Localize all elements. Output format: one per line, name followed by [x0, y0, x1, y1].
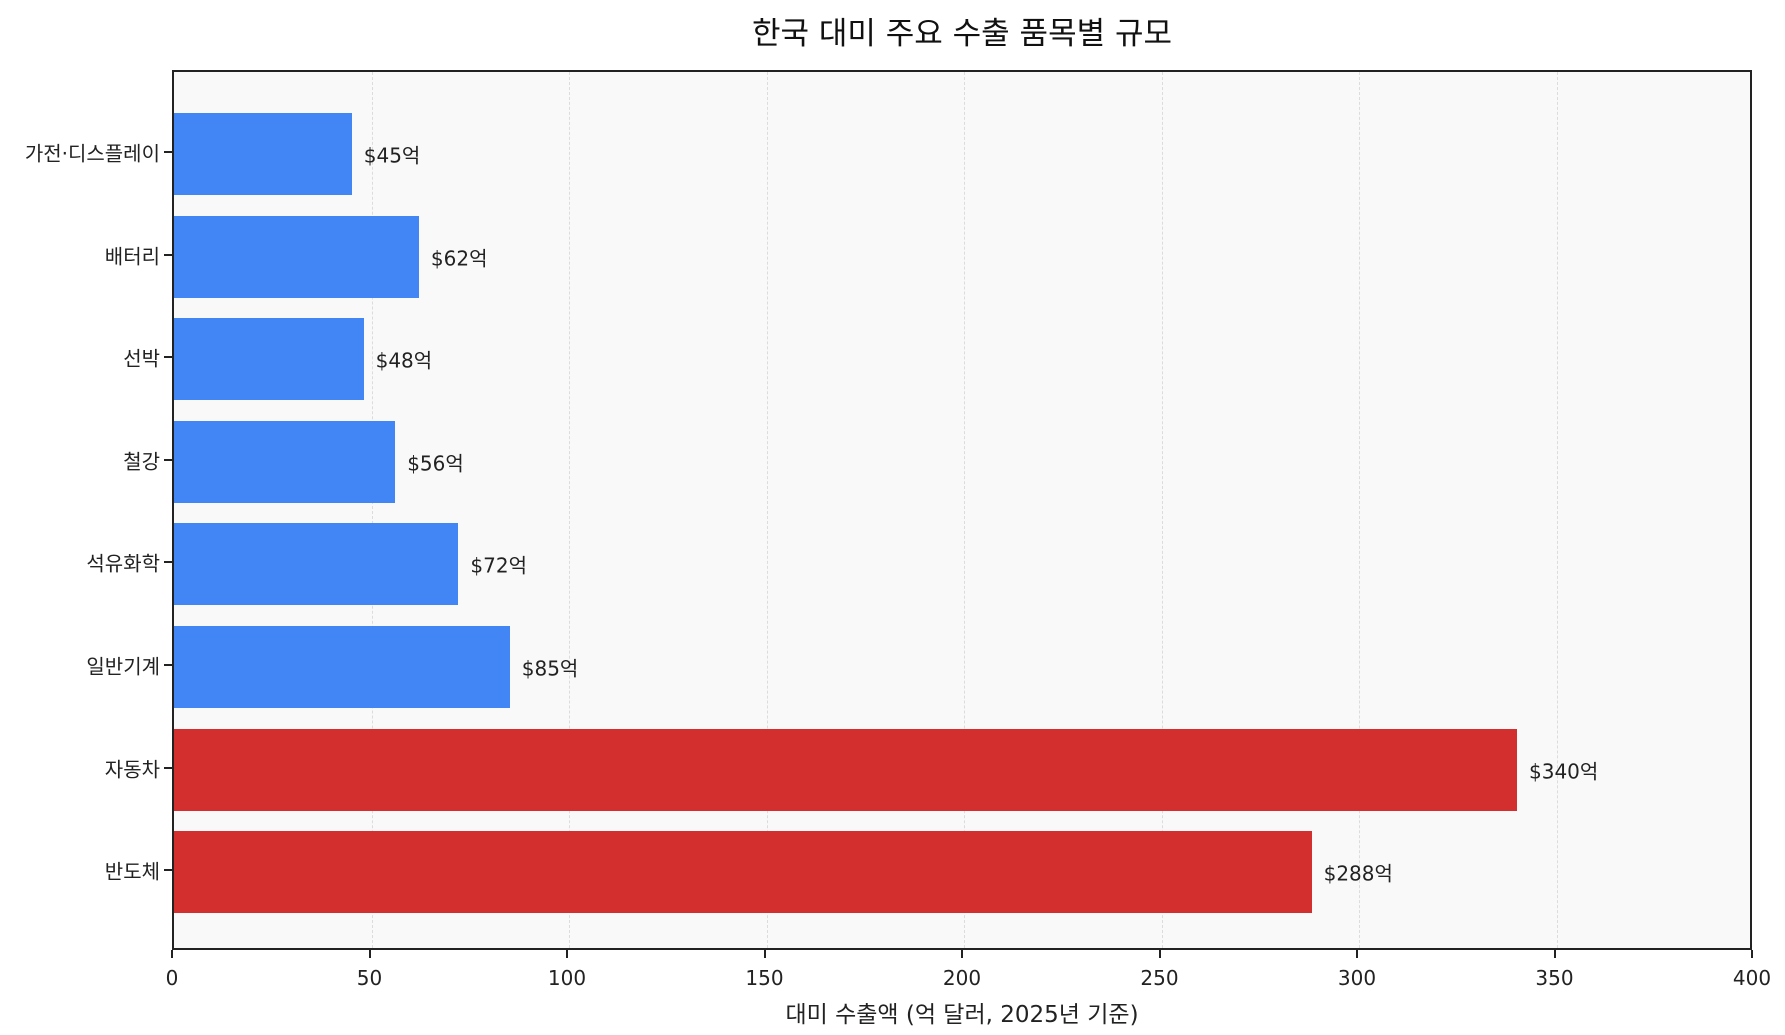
- x-tick-label: 250: [1140, 966, 1179, 990]
- bar: [174, 728, 1517, 811]
- y-tick-label: 반도체: [104, 859, 160, 884]
- plot-area: $45억 $62억 $48억 $56억 $72억 $85억 $340억 $288억: [172, 70, 1752, 950]
- y-tick: [164, 151, 172, 153]
- x-tick-label: 400: [1732, 966, 1772, 990]
- chart-title: 한국 대미 주요 수출 품목별 규모: [751, 16, 1173, 52]
- y-tick: [164, 766, 172, 769]
- gridline: [1161, 72, 1163, 948]
- y-tick-label: 철강: [123, 449, 160, 474]
- gridline: [1359, 72, 1360, 948]
- y-tick-label: 자동차: [104, 757, 160, 782]
- bar-value-label: $62억: [430, 246, 488, 271]
- y-tick-label: 가전·디스플레이: [24, 141, 160, 166]
- gridline: [1556, 72, 1558, 948]
- x-tick: [763, 950, 766, 958]
- y-tick: [164, 869, 172, 872]
- x-tick-label: 200: [942, 966, 982, 990]
- x-tick-label: 100: [547, 966, 587, 990]
- x-tick-label: 50: [356, 966, 383, 990]
- x-tick: [566, 950, 568, 958]
- y-tick: [164, 356, 172, 359]
- x-tick: [1158, 950, 1161, 958]
- bar-value-label: $85억: [521, 656, 579, 681]
- x-tick-label: 0: [165, 966, 179, 990]
- bar: [174, 113, 352, 195]
- y-tick-label: 일반기계: [86, 654, 160, 679]
- x-tick: [1356, 950, 1358, 958]
- bar-value-label: $72억: [470, 553, 527, 578]
- x-tick-label: 300: [1337, 966, 1377, 990]
- bar: [174, 523, 459, 606]
- bar: [174, 831, 1312, 914]
- x-tick-label: 350: [1535, 966, 1574, 990]
- x-tick-label: 150: [745, 966, 784, 990]
- gridline: [964, 72, 965, 948]
- x-tick: [1553, 950, 1556, 958]
- x-tick: [961, 950, 963, 958]
- x-tick: [368, 950, 371, 958]
- x-tick: [1751, 950, 1753, 958]
- bar: [174, 215, 419, 298]
- y-tick-label: 석유화학: [86, 551, 160, 576]
- x-tick: [171, 950, 173, 958]
- y-tick: [164, 458, 172, 461]
- x-axis-title: 대미 수출액 (억 달러, 2025년 기준): [785, 1002, 1139, 1028]
- y-tick-label: 배터리: [104, 244, 160, 269]
- gridline: [569, 72, 570, 948]
- bar-value-label: $340억: [1529, 759, 1599, 784]
- y-tick: [164, 561, 172, 564]
- bar: [174, 318, 364, 401]
- bar: [174, 420, 396, 503]
- bar-value-label: $45억: [363, 143, 421, 168]
- bar-value-label: $48억: [375, 348, 433, 373]
- bar-value-label: $288억: [1323, 861, 1393, 886]
- gridline: [766, 72, 768, 948]
- bar-value-label: $56억: [407, 451, 464, 476]
- y-tick: [164, 664, 172, 666]
- bar: [174, 626, 510, 708]
- y-tick: [164, 253, 172, 256]
- gridline: [371, 72, 373, 948]
- y-tick-label: 선박: [123, 346, 160, 371]
